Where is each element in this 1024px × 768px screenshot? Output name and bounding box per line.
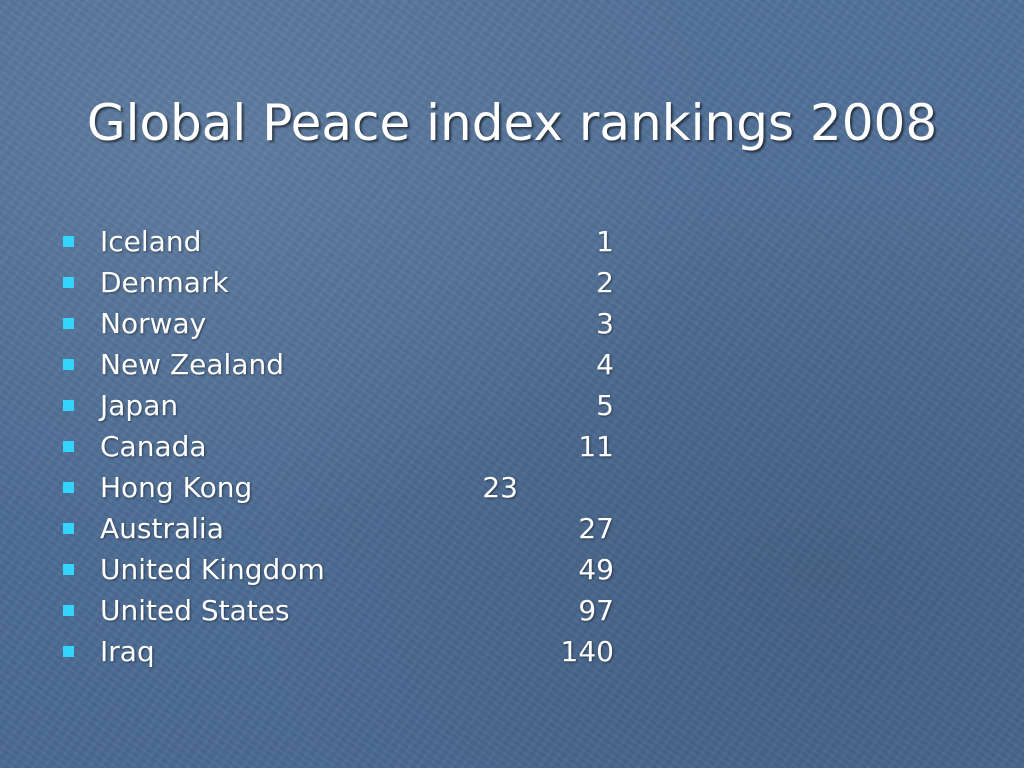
- country-name: Hong Kong: [100, 471, 253, 504]
- square-bullet-icon: [63, 441, 74, 452]
- list-item: Australia 27: [0, 508, 1024, 549]
- list-item: Denmark 2: [0, 262, 1024, 303]
- rank-value: 27: [578, 512, 614, 545]
- square-bullet-icon: [63, 236, 74, 247]
- list-item: United Kingdom 49: [0, 549, 1024, 590]
- rank-value: 11: [578, 430, 614, 463]
- square-bullet-icon: [63, 359, 74, 370]
- list-item: Iraq 140: [0, 631, 1024, 672]
- rank-value: 2: [596, 266, 614, 299]
- rankings-list: Iceland 1 Denmark 2 Norway 3 New Zealand…: [0, 221, 1024, 672]
- square-bullet-icon: [63, 400, 74, 411]
- list-item: Japan 5: [0, 385, 1024, 426]
- square-bullet-icon: [63, 318, 74, 329]
- country-name: Denmark: [100, 266, 229, 299]
- square-bullet-icon: [63, 646, 74, 657]
- list-item: Norway 3: [0, 303, 1024, 344]
- square-bullet-icon: [63, 277, 74, 288]
- country-name: Australia: [100, 512, 224, 545]
- country-name: Norway: [100, 307, 207, 340]
- square-bullet-icon: [63, 605, 74, 616]
- country-name: United States: [100, 594, 290, 627]
- list-item: Hong Kong 23: [0, 467, 1024, 508]
- rank-value: 3: [596, 307, 614, 340]
- rank-value: 97: [578, 594, 614, 627]
- rank-value: 23: [482, 471, 518, 504]
- country-name: United Kingdom: [100, 553, 325, 586]
- country-name: Iraq: [100, 635, 155, 668]
- rank-value: 4: [596, 348, 614, 381]
- list-item: United States 97: [0, 590, 1024, 631]
- list-item: Iceland 1: [0, 221, 1024, 262]
- country-name: Iceland: [100, 225, 202, 258]
- list-item: New Zealand 4: [0, 344, 1024, 385]
- rank-value: 5: [596, 389, 614, 422]
- country-name: Canada: [100, 430, 207, 463]
- slide-title: Global Peace index rankings 2008: [86, 94, 938, 152]
- square-bullet-icon: [63, 523, 74, 534]
- rank-value: 140: [560, 635, 614, 668]
- square-bullet-icon: [63, 564, 74, 575]
- country-name: New Zealand: [100, 348, 284, 381]
- rank-value: 1: [596, 225, 614, 258]
- country-name: Japan: [100, 389, 179, 422]
- rank-value: 49: [578, 553, 614, 586]
- list-item: Canada 11: [0, 426, 1024, 467]
- square-bullet-icon: [63, 482, 74, 493]
